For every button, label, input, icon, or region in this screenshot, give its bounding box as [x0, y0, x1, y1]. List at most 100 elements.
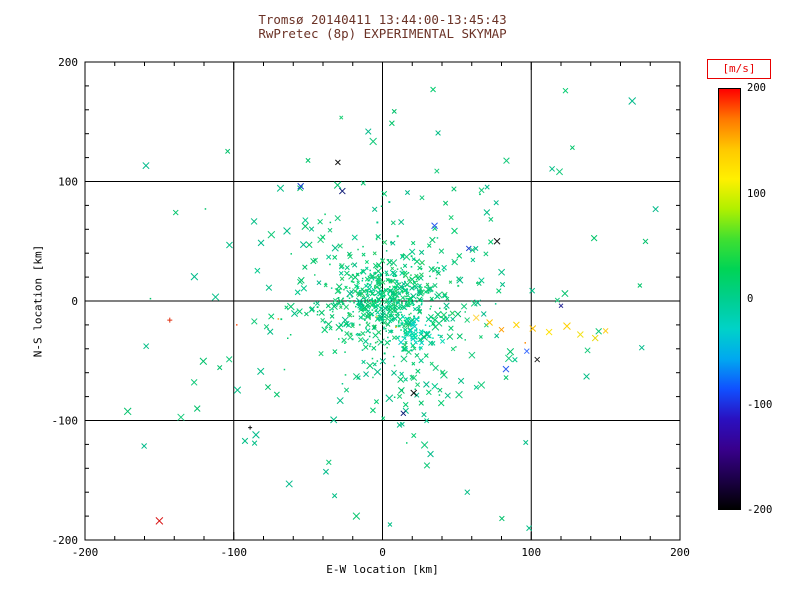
- data-point: [369, 137, 377, 146]
- data-point: [343, 288, 345, 291]
- data-point: [393, 396, 396, 398]
- data-point: [371, 357, 374, 360]
- data-point: [373, 305, 375, 308]
- data-point: [391, 108, 397, 114]
- data-point: [430, 320, 432, 322]
- data-point: [429, 275, 431, 278]
- data-point: [411, 240, 416, 246]
- data-point: [396, 268, 399, 270]
- data-point: [410, 342, 412, 344]
- data-point: [332, 254, 338, 260]
- data-point: [397, 282, 399, 285]
- data-point: [368, 276, 371, 279]
- data-point: [409, 322, 416, 328]
- data-point: [365, 289, 368, 292]
- data-point: [418, 305, 420, 307]
- data-point: [376, 286, 378, 288]
- data-point: [373, 328, 375, 330]
- data-point: [393, 275, 395, 277]
- data-point: [420, 304, 423, 306]
- data-point: [365, 322, 371, 328]
- data-point: [344, 342, 346, 344]
- data-point: [347, 312, 350, 314]
- data-point: [393, 302, 395, 304]
- data-point: [388, 201, 391, 203]
- data-point: [349, 300, 351, 303]
- data-point: [419, 259, 425, 266]
- data-point: [431, 299, 433, 301]
- data-point: [524, 342, 526, 344]
- data-point: [374, 341, 377, 344]
- data-point: [398, 219, 405, 226]
- data-point: [404, 190, 410, 196]
- data-point: [397, 387, 405, 394]
- data-point: [377, 274, 380, 276]
- data-point: [413, 315, 416, 318]
- data-point: [329, 314, 335, 319]
- data-point: [362, 338, 369, 345]
- data-point: [417, 265, 423, 271]
- data-point: [395, 326, 397, 328]
- data-point: [401, 304, 408, 311]
- data-point: [324, 213, 326, 216]
- data-point: [423, 462, 431, 469]
- data-point: [412, 335, 418, 341]
- data-point: [401, 321, 403, 324]
- data-point: [469, 247, 476, 253]
- data-point: [360, 180, 366, 186]
- data-point: [356, 285, 358, 288]
- data-point: [448, 280, 453, 284]
- data-point: [352, 288, 359, 295]
- data-point: [545, 328, 553, 336]
- data-point: [335, 323, 343, 331]
- data-point: [402, 272, 409, 279]
- data-point: [440, 371, 448, 379]
- colorbar-tick-label: 0: [747, 293, 754, 305]
- data-point: [297, 182, 305, 190]
- data-point: [348, 297, 351, 299]
- data-point: [302, 217, 309, 224]
- data-point: [486, 319, 493, 326]
- data-point: [438, 267, 440, 270]
- data-point: [375, 234, 381, 240]
- data-point: [363, 371, 369, 378]
- data-point: [503, 157, 510, 164]
- data-point: [499, 515, 505, 522]
- data-point: [361, 349, 364, 351]
- data-point: [558, 303, 564, 309]
- data-point: [352, 373, 360, 380]
- data-point: [405, 331, 411, 337]
- data-point: [410, 266, 413, 268]
- data-point: [416, 318, 418, 320]
- data-point: [371, 291, 373, 294]
- data-point: [415, 382, 421, 388]
- data-point: [344, 270, 350, 277]
- data-point: [362, 309, 364, 312]
- data-point: [406, 289, 409, 291]
- data-point: [503, 375, 509, 381]
- data-point: [460, 303, 468, 310]
- data-point: [306, 241, 313, 249]
- data-point: [392, 355, 395, 358]
- data-point: [344, 265, 350, 271]
- data-point: [377, 338, 385, 346]
- data-point: [383, 296, 386, 298]
- data-point: [374, 276, 376, 278]
- data-point: [343, 387, 350, 393]
- data-point: [343, 339, 345, 342]
- data-point: [409, 334, 412, 336]
- data-point: [397, 298, 399, 301]
- data-point: [360, 272, 362, 274]
- data-point: [392, 316, 398, 321]
- data-point: [335, 159, 341, 166]
- data-point: [378, 265, 380, 267]
- data-point: [356, 303, 359, 306]
- data-point: [451, 227, 458, 235]
- data-point: [351, 338, 354, 341]
- data-point: [473, 384, 479, 390]
- data-point: [410, 255, 413, 258]
- data-point: [351, 300, 353, 302]
- data-point: [324, 320, 333, 328]
- data-point: [402, 336, 407, 341]
